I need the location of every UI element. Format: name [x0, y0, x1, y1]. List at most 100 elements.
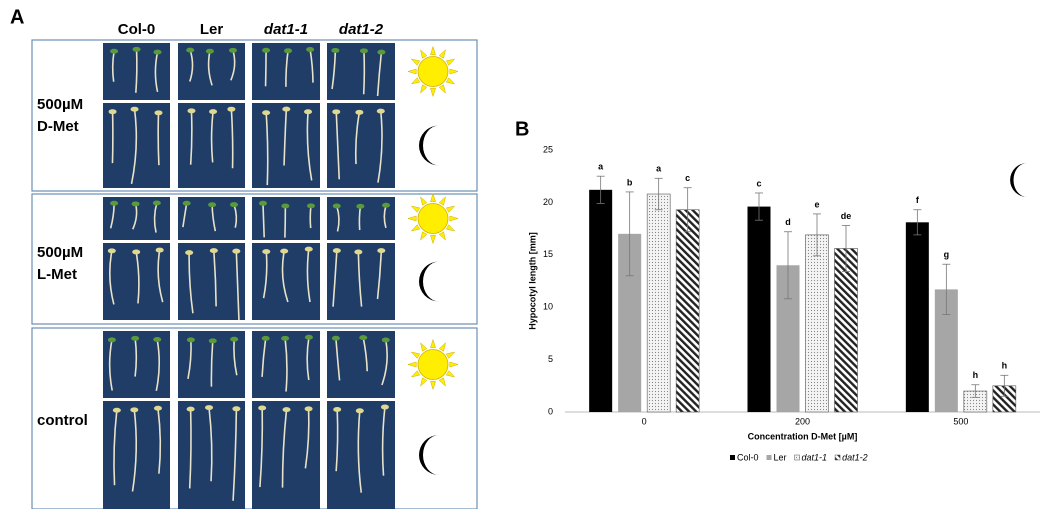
cotyledon	[377, 109, 385, 114]
cotyledon	[132, 201, 140, 206]
cotyledon	[154, 110, 162, 115]
y-tick-label: 5	[548, 354, 553, 364]
column-header: Ler	[200, 21, 224, 38]
cotyledon	[283, 407, 291, 412]
cotyledon	[262, 48, 270, 53]
sun-ray	[439, 197, 445, 205]
cotyledon	[108, 248, 116, 253]
sun-ray	[411, 206, 419, 212]
cotyledon	[306, 47, 314, 52]
cotyledon	[305, 406, 313, 411]
sun-ray	[439, 343, 445, 351]
cotyledon	[227, 107, 235, 112]
sun-ray	[421, 50, 427, 58]
bar	[835, 249, 858, 412]
cotyledon	[186, 48, 194, 53]
x-tick-label: 200	[795, 416, 810, 426]
panel-label: B	[515, 118, 529, 140]
sun-ray	[411, 59, 419, 65]
cotyledon	[354, 249, 362, 254]
cotyledon	[284, 48, 292, 53]
cotyledon	[262, 249, 270, 254]
cotyledon	[232, 249, 240, 254]
sun-ray	[446, 59, 454, 65]
cotyledon	[153, 201, 161, 206]
cotyledon	[305, 247, 313, 252]
cotyledon	[229, 48, 237, 53]
sun-ray	[411, 225, 419, 231]
column-header: Col-0	[118, 21, 156, 38]
sun-ray	[446, 225, 454, 231]
seedling	[310, 206, 311, 228]
sun-ray	[446, 352, 454, 358]
legend-swatch	[795, 455, 800, 460]
cotyledon	[205, 405, 213, 410]
legend-label: dat1-1	[802, 452, 828, 462]
cotyledon	[332, 336, 340, 341]
sun-ray	[408, 69, 416, 74]
legend-swatch	[767, 455, 772, 460]
legend-label: Ler	[774, 452, 787, 462]
cotyledon	[108, 337, 116, 342]
cotyledon	[333, 248, 341, 253]
cotyledon	[109, 109, 117, 114]
sun-ray	[439, 232, 445, 240]
seedling	[364, 51, 365, 94]
significance-letter: h	[973, 370, 979, 380]
significance-letter: de	[841, 211, 852, 221]
cotyledon	[110, 49, 118, 54]
cotyledon	[187, 407, 195, 412]
sun-ray	[450, 216, 458, 221]
cotyledon	[131, 336, 139, 341]
cotyledon	[208, 202, 216, 207]
sun-ray	[446, 78, 454, 84]
cotyledon	[210, 248, 218, 253]
sun-ray	[430, 47, 435, 55]
significance-letter: g	[944, 250, 950, 260]
cotyledon	[356, 204, 364, 209]
cotyledon	[331, 48, 339, 53]
row-label: L-Met	[37, 266, 77, 283]
cotyledon	[355, 110, 363, 115]
bar	[589, 190, 612, 412]
panel-b: B0510152025Hypocotyl length [mm]Concentr…	[515, 118, 1040, 462]
cotyledon	[359, 335, 367, 340]
cotyledon	[332, 109, 340, 114]
y-axis-label: Hypocotyl length [mm]	[527, 232, 537, 330]
cotyledon	[333, 203, 341, 208]
cotyledon	[356, 408, 364, 413]
cotyledon	[230, 202, 238, 207]
cotyledon	[187, 108, 195, 113]
cotyledon	[209, 109, 217, 114]
column-header: dat1-2	[339, 21, 384, 38]
sun-ray	[439, 378, 445, 386]
bar	[676, 210, 699, 412]
cotyledon	[183, 201, 191, 206]
cotyledon	[280, 249, 288, 254]
y-tick-label: 0	[548, 406, 553, 416]
moon	[419, 435, 439, 475]
sun-ray	[430, 235, 435, 243]
seedling	[158, 113, 159, 165]
sun-ray	[439, 50, 445, 58]
cotyledon	[110, 201, 118, 206]
sun-ray	[450, 69, 458, 74]
significance-letter: a	[598, 162, 604, 172]
y-tick-label: 10	[543, 302, 553, 312]
cotyledon	[282, 107, 290, 112]
y-tick-label: 15	[543, 249, 553, 259]
significance-letter: b	[627, 177, 633, 187]
sun-ray	[439, 85, 445, 93]
row-label: D-Met	[37, 118, 79, 135]
cotyledon	[156, 248, 164, 253]
sun-ray	[421, 378, 427, 386]
cotyledon	[281, 336, 289, 341]
sun-ray	[421, 232, 427, 240]
cotyledon	[153, 337, 161, 342]
significance-letter: f	[916, 195, 920, 205]
x-tick-label: 0	[642, 416, 647, 426]
significance-letter: c	[685, 173, 690, 183]
significance-letter: a	[656, 164, 662, 174]
cotyledon	[262, 336, 270, 341]
sun	[418, 204, 448, 234]
